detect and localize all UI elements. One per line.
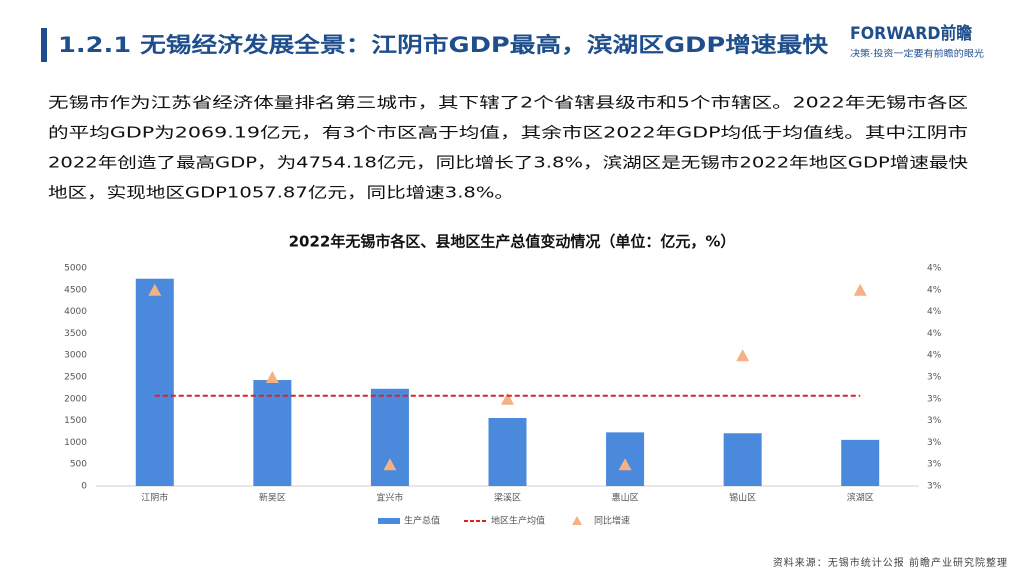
y-tick-label: 2500 (64, 373, 87, 383)
y2-tick-label: 3% (927, 482, 942, 492)
bar (135, 278, 174, 486)
paragraph-line: 2022年创造了最高GDP，为4754.18亿元，同比增长了3.8%，滨湖区是无… (48, 154, 968, 172)
triangle-marker (618, 458, 632, 471)
triangle-marker (736, 349, 750, 362)
y2-tick-label: 4% (927, 285, 942, 295)
y2-tick-label: 4% (927, 307, 942, 317)
y2-tick-label: 4% (927, 264, 942, 274)
x-tick-label: 宜兴市 (376, 492, 403, 504)
x-tick-label: 锡山区 (729, 493, 756, 504)
y-tick-label: 3000 (64, 351, 87, 361)
triangle-marker (383, 458, 397, 471)
triangle-marker (265, 371, 279, 383)
y2-tick-label: 3% (927, 394, 942, 404)
bar (841, 439, 880, 486)
y-tick-label: 1000 (64, 438, 87, 448)
source: 资料来源：无锡市统计公报 前瞻产业研究院整理 (773, 556, 1008, 569)
x-tick-label: 新吴区 (259, 492, 286, 504)
y2-tick-label: 3% (927, 460, 942, 470)
bar (253, 380, 292, 486)
bar (370, 388, 409, 486)
x-tick-label: 梁溪区 (494, 492, 521, 504)
title-bar (41, 28, 47, 62)
y2-tick-label: 3% (927, 438, 942, 448)
y-tick-label: 3500 (64, 329, 87, 339)
y2-tick-label: 3% (927, 373, 942, 383)
paragraph-line: 地区，实现地区GDP1057.87亿元，同比增速3.8%。 (48, 184, 514, 202)
chart-title: 2022年无锡市各区、县地区生产总值变动情况（单位：亿元，%） (289, 233, 736, 251)
y-tick-label: 2000 (64, 394, 87, 404)
y2-tick-label: 4% (927, 351, 942, 361)
legend-label: 地区生产均值 (491, 515, 545, 527)
y-tick-label: 0 (81, 482, 87, 492)
triangle-marker (501, 392, 514, 405)
paragraph-line: 无锡市作为江苏省经济体量排名第三城市，其下辖了2个省辖县级市和5个市辖区。202… (48, 94, 968, 112)
y-tick-label: 5000 (64, 264, 87, 274)
legend-swatch (572, 516, 582, 525)
y-tick-label: 500 (70, 460, 87, 470)
x-tick-label: 江阴市 (141, 492, 168, 504)
logo: FORWARD前瞻 (850, 23, 972, 44)
y2-tick-label: 3% (927, 416, 942, 426)
x-tick-label: 惠山区 (612, 492, 639, 504)
y2-tick-label: 4% (927, 329, 942, 339)
x-tick-label: 滨湖区 (847, 492, 874, 504)
triangle-marker (853, 283, 867, 296)
legend-swatch (378, 518, 400, 524)
legend-label: 生产总值 (404, 515, 440, 527)
y-tick-label: 4500 (64, 285, 87, 295)
triangle-marker (148, 283, 162, 296)
bar (488, 417, 527, 486)
bar (723, 433, 762, 486)
slogan: 决策·投资一定要有前瞻的眼光 (850, 48, 984, 60)
y-tick-label: 1500 (64, 416, 87, 426)
paragraph-line: 的平均GDP为2069.19亿元，有3个市区高于均值，其余市区2022年GDP均… (48, 124, 968, 142)
legend-label: 同比增速 (594, 515, 630, 527)
slide-title: 1.2.1 无锡经济发展全景：江阴市GDP最高，滨湖区GDP增速最快 (58, 33, 829, 57)
y-tick-label: 4000 (64, 307, 87, 317)
